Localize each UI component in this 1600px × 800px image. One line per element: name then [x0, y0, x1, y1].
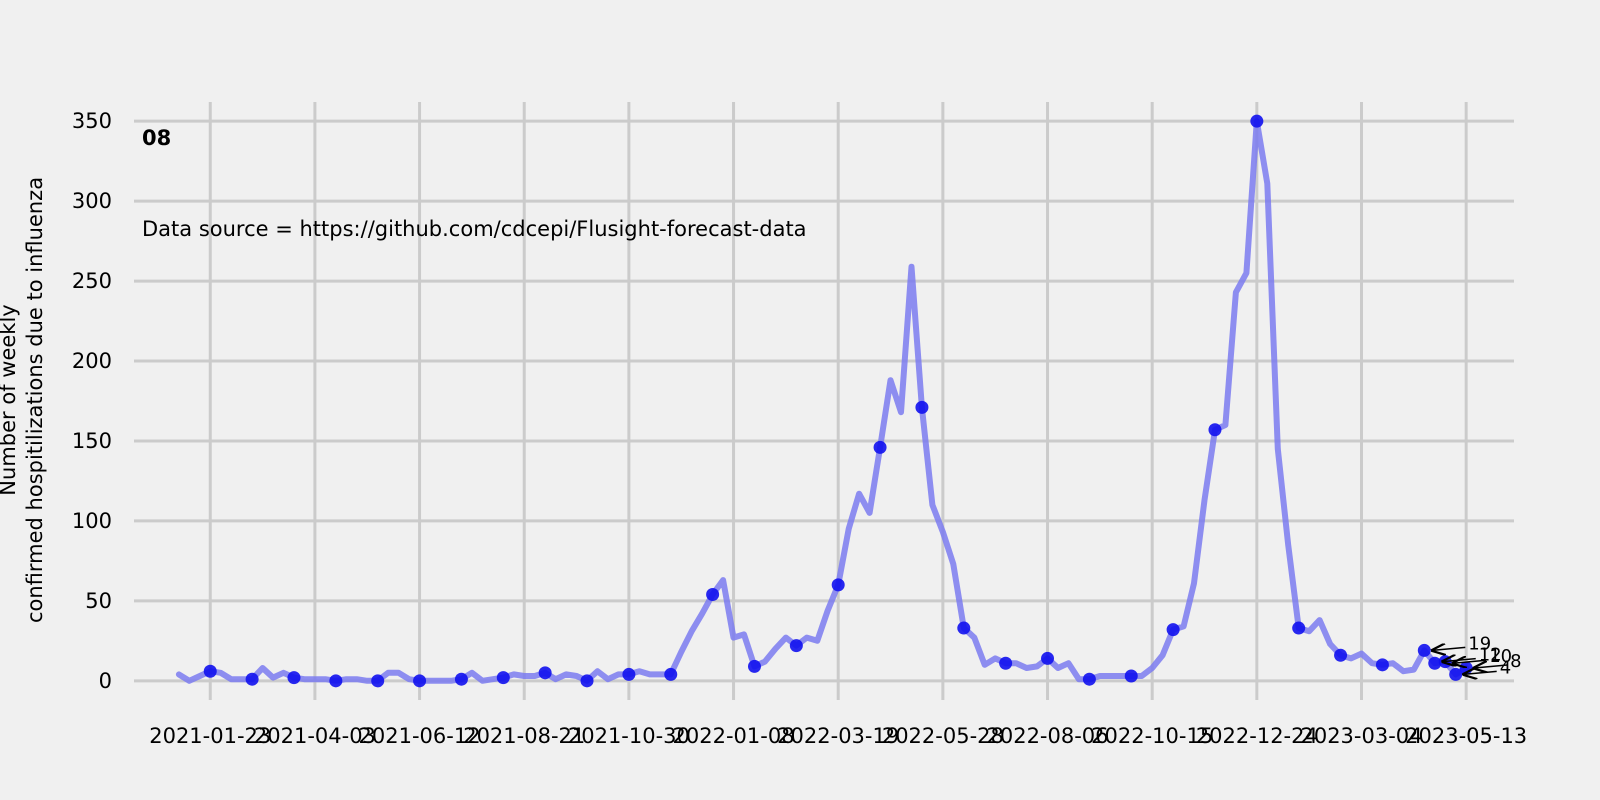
- x-tick-label: 2022-10-15: [1091, 724, 1213, 748]
- x-tick-label: 2021-04-03: [254, 724, 376, 748]
- x-tick-label: 2021-08-21: [463, 724, 585, 748]
- x-axis: 2021-01-232021-04-032021-06-122021-08-21…: [149, 724, 1527, 748]
- data-point: [873, 440, 887, 454]
- x-tick-label: 2022-01-08: [673, 724, 795, 748]
- data-point: [1449, 667, 1463, 681]
- data-point: [706, 587, 720, 601]
- grid: [134, 102, 1514, 700]
- panel-label: 08: [142, 126, 171, 150]
- x-tick-label: 2022-05-28: [882, 724, 1004, 748]
- y-tick-label: 300: [72, 189, 112, 213]
- data-point: [664, 667, 678, 681]
- data-point: [538, 666, 552, 680]
- data-point: [915, 400, 929, 414]
- x-tick-label: 2021-01-23: [149, 724, 271, 748]
- data-source-note: Data source = https://github.com/cdcepi/…: [142, 217, 807, 241]
- data-point: [622, 667, 636, 681]
- data-point: [413, 674, 427, 688]
- data-point: [496, 671, 510, 685]
- data-point: [1375, 658, 1389, 672]
- y-tick-label: 200: [72, 349, 112, 373]
- data-point: [329, 674, 343, 688]
- data-point: [371, 674, 385, 688]
- x-tick-label: 2023-05-13: [1405, 724, 1527, 748]
- data-point: [1082, 672, 1096, 686]
- x-tick-label: 2022-03-19: [777, 724, 899, 748]
- annotation-arrow: [1474, 665, 1508, 668]
- data-point: [747, 659, 761, 673]
- data-point: [1417, 643, 1431, 657]
- data-point: [1428, 656, 1442, 670]
- data-point: [287, 671, 301, 685]
- annotation-arrow: [1453, 660, 1487, 663]
- data-point: [789, 639, 803, 653]
- data-point: [831, 578, 845, 592]
- annotation-label: 10: [1489, 646, 1512, 667]
- data-point: [957, 621, 971, 635]
- data-point: [1166, 623, 1180, 637]
- series-line: [175, 118, 1470, 684]
- data-point: [454, 672, 468, 686]
- data-point: [580, 674, 594, 688]
- y-axis: 0 50 100 150 200 250 300 350: [72, 109, 112, 693]
- y-tick-label: 50: [85, 589, 112, 613]
- data-point: [245, 672, 259, 686]
- data-point: [1459, 661, 1473, 675]
- annotation-label: 8: [1510, 651, 1521, 672]
- x-tick-label: 2022-08-06: [986, 724, 1108, 748]
- x-tick-label: 2022-12-24: [1196, 724, 1318, 748]
- data-point: [1334, 648, 1348, 662]
- y-tick-label: 100: [72, 509, 112, 533]
- y-tick-label: 150: [72, 429, 112, 453]
- y-axis-title: Number of weekly confirmed hospitilizati…: [0, 177, 47, 623]
- data-point: [999, 656, 1013, 670]
- data-point: [1208, 423, 1222, 437]
- y-axis-title-line-1: Number of weekly: [0, 304, 20, 495]
- y-tick-label: 250: [72, 269, 112, 293]
- y-tick-label: 0: [99, 669, 112, 693]
- data-point: [1250, 114, 1264, 128]
- data-point: [1292, 621, 1306, 635]
- data-point: [203, 664, 217, 678]
- annotation-label: 19: [1468, 633, 1491, 654]
- x-tick-label: 2021-06-12: [359, 724, 481, 748]
- annotation-arrow: [1432, 647, 1466, 650]
- y-tick-label: 350: [72, 109, 112, 133]
- data-point: [1041, 651, 1055, 665]
- data-point: [1124, 669, 1138, 683]
- annotation-label: 4: [1500, 657, 1511, 678]
- annotation-arrow: [1464, 671, 1497, 674]
- x-tick-label: 2021-10-30: [568, 724, 690, 748]
- x-tick-label: 2023-03-04: [1300, 724, 1422, 748]
- y-axis-title-line-2: confirmed hospitilizations due to influe…: [23, 177, 47, 623]
